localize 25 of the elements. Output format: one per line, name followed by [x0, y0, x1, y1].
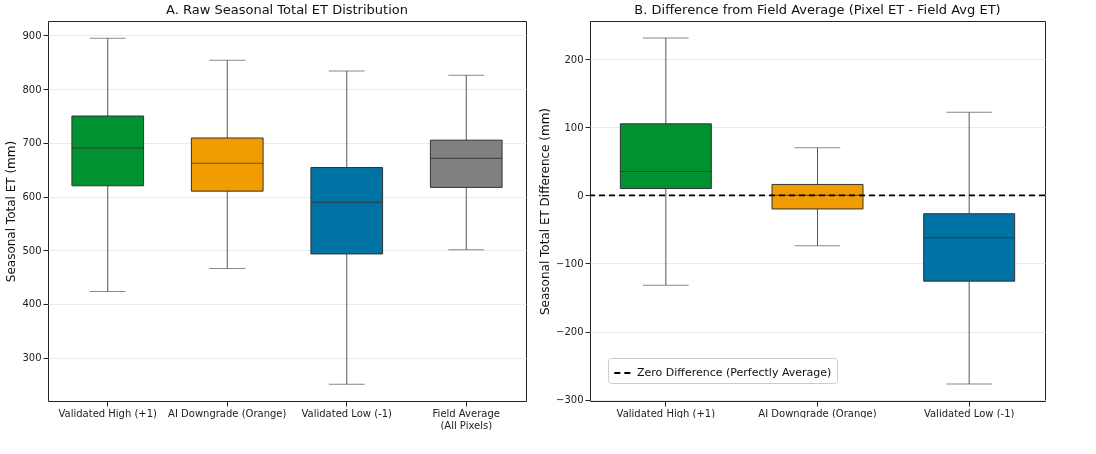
y-tick-label: 800	[22, 83, 42, 95]
y-tick-label: 0	[577, 189, 584, 201]
y-tick-label: 600	[22, 191, 42, 203]
x-tick-label: Validated Low (-1)	[923, 407, 1015, 419]
y-tick-label: 700	[22, 137, 42, 149]
y-tick-label: −100	[556, 257, 584, 269]
chart-title: B. Difference from Field Average (Pixel ET - Field Avg ET)	[634, 2, 1001, 17]
x-tick-label: Field Average (All Pixels)	[432, 407, 500, 431]
y-axis-title: Seasonal Total ET Difference (mm)	[538, 107, 553, 316]
y-axis-title: Seasonal Total ET (mm)	[4, 140, 19, 283]
y-tick-label: 300	[22, 352, 42, 364]
x-tick-label: AI Downgrade (Orange)	[758, 407, 877, 419]
y-tick-label: −200	[556, 326, 584, 338]
chart-title: A. Raw Seasonal Total ET Distribution	[166, 2, 408, 17]
y-tick-label: 100	[564, 121, 584, 133]
y-tick-label: 900	[22, 29, 42, 41]
x-tick-label: Validated Low (-1)	[301, 407, 393, 419]
x-tick-label: Validated High (+1)	[616, 407, 716, 419]
y-tick-label: −300	[556, 394, 584, 406]
y-tick-label: 400	[22, 298, 42, 310]
x-tick-label: Validated High (+1)	[58, 407, 158, 419]
x-tick-label: AI Downgrade (Orange)	[168, 407, 287, 419]
y-tick-label: 200	[564, 53, 584, 65]
legend-label: Zero Difference (Perfectly Average)	[637, 366, 832, 379]
y-tick-label: 500	[22, 244, 42, 256]
